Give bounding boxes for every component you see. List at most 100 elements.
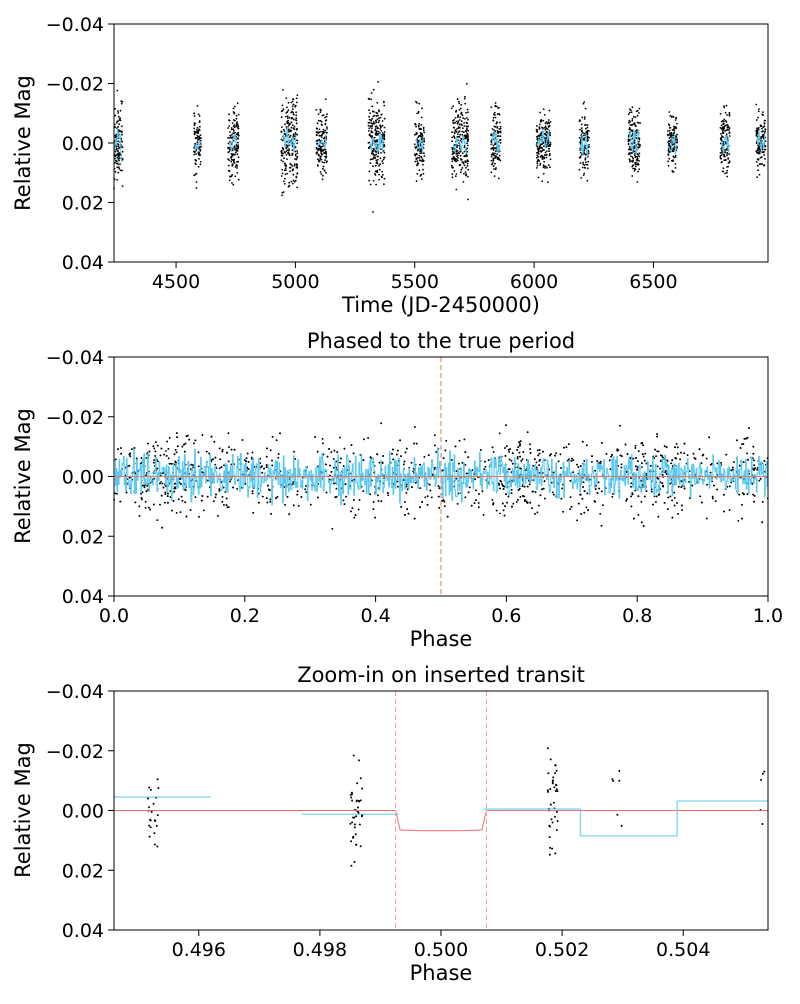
data-point [284,151,286,153]
data-point [320,173,322,175]
data-point [667,497,669,499]
data-point [723,123,725,125]
data-point [656,450,658,452]
data-point [632,458,634,460]
data-point [184,501,186,503]
data-point [494,153,496,155]
data-point [323,129,325,131]
data-point [497,113,499,115]
data-point [465,171,467,173]
data-point [581,117,583,119]
data-point [538,153,540,155]
data-point [627,453,629,455]
data-point [475,490,477,492]
data-point [292,153,294,155]
data-point [466,127,468,129]
data-point [322,161,324,163]
data-point [467,130,469,132]
data-point [668,111,670,113]
data-point [195,159,197,161]
data-point [325,153,327,155]
data-point [549,132,551,134]
data-point [384,127,386,129]
data-point [289,163,291,165]
data-point [492,148,494,150]
data-point [323,166,325,168]
data-point [637,158,639,160]
data-point [631,124,633,126]
data-point [415,158,417,160]
data-point [464,118,466,120]
data-point [669,137,671,139]
data-point [292,112,294,114]
data-point [578,503,580,505]
data-point [277,457,279,459]
data-point [316,147,318,149]
data-point [764,122,766,124]
data-point [541,147,543,149]
data-point [228,506,230,508]
data-point [378,179,380,181]
data-point [683,452,685,454]
data-point [266,497,268,499]
data-point [378,109,380,111]
data-point [371,118,373,120]
data-point [429,484,431,486]
data-point [724,156,726,158]
data-point [579,120,581,122]
data-point [540,156,542,158]
data-point [404,461,406,463]
data-point [237,102,239,104]
data-point [636,181,638,183]
data-point [728,162,730,164]
data-point [467,109,469,111]
data-point [288,124,290,126]
data-point [548,150,550,152]
data-point [417,136,419,138]
data-point [278,453,280,455]
data-point [117,112,119,114]
data-point [673,126,675,128]
data-point [673,130,675,132]
data-point [117,120,119,122]
data-point [587,161,589,163]
data-point [536,167,538,169]
data-point [423,128,425,130]
data-point [638,450,640,452]
data-point [571,458,573,460]
data-point [511,460,513,462]
data-point [581,131,583,133]
data-point [323,138,325,140]
data-point [582,162,584,164]
data-point [378,174,380,176]
data-point [339,462,341,464]
data-point [290,167,292,169]
data-point [637,171,639,173]
data-point [635,162,637,164]
data-point [568,443,570,445]
data-point [638,112,640,114]
data-point [117,126,119,128]
data-point [231,134,233,136]
data-point [419,159,421,161]
data-point [496,153,498,155]
data-point [325,157,327,159]
data-point [319,155,321,157]
data-point [418,128,420,130]
data-point [230,161,232,163]
data-point [644,453,646,455]
data-point [368,125,370,127]
data-point [421,138,423,140]
data-point [423,155,425,157]
data-point [583,138,585,140]
data-point [286,173,288,175]
data-point [234,106,236,108]
x-tick-label: 5500 [391,271,439,293]
data-point [423,160,425,162]
data-point [291,122,293,124]
data-point [549,135,551,137]
data-point [464,125,466,127]
data-point [383,159,385,161]
data-point [454,122,456,124]
data-point [656,496,658,498]
